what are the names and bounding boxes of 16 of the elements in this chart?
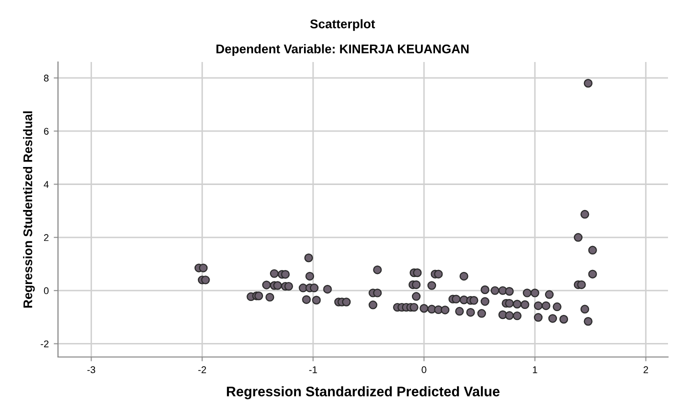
chart-subtitle: Dependent Variable: KINERJA KEUANGAN (216, 44, 469, 56)
y-tick-label: 8 (44, 74, 49, 82)
x-axis-title: Regression Standardized Predicted Value (226, 386, 500, 400)
y-axis-title: Regression Studentized Residual (23, 111, 35, 308)
y-tick-label: -2 (40, 340, 48, 348)
x-tick-label: 2 (644, 366, 648, 374)
y-tick-label: 2 (44, 234, 48, 241)
y-tick-label: 6 (44, 128, 49, 135)
x-tick-label: 1 (532, 366, 538, 374)
x-tick-label: 0 (422, 366, 426, 374)
x-tick-label: -3 (87, 366, 96, 374)
x-tick-label: -1 (309, 366, 317, 374)
chart-title: Scatterplot (310, 19, 375, 31)
x-tick-label: -2 (198, 366, 206, 374)
y-tick-label: 4 (44, 181, 49, 188)
y-tick-label: 0 (44, 287, 49, 294)
